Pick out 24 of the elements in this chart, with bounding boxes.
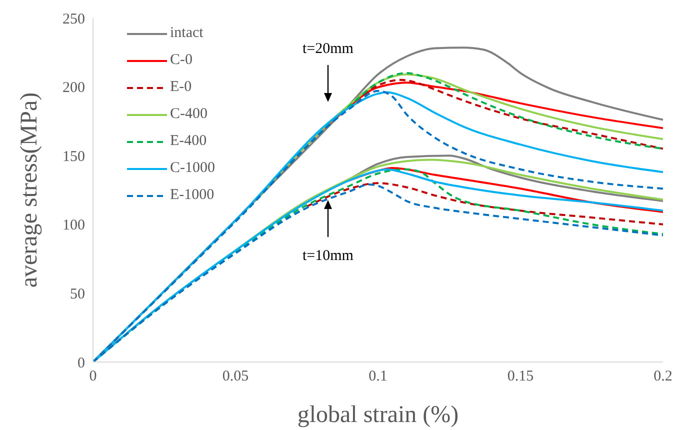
y-axis-title: average stress(MPa) <box>16 92 43 288</box>
x-tick-label: 0.2 <box>654 368 672 385</box>
y-tick-label: 50 <box>70 286 85 303</box>
legend-label: intact <box>170 25 204 42</box>
line-series <box>306 182 663 226</box>
y-tick-label: 0 <box>78 355 85 372</box>
legend-label: E-0 <box>170 79 192 96</box>
x-axis-title: global strain (%) <box>297 402 459 428</box>
y-tick-label: 250 <box>62 11 85 28</box>
x-tick-label: 0 <box>89 368 97 385</box>
annotation: t=20mm <box>302 41 354 57</box>
y-tick-label: 200 <box>62 80 85 96</box>
y-tick-label: 150 <box>62 148 85 165</box>
x-tick-label: 0.05 <box>222 368 249 385</box>
line-series <box>348 166 663 214</box>
x-tick-label: 0.15 <box>507 368 534 385</box>
legend-label: C-1000 <box>170 160 215 177</box>
legend-label: C-0 <box>170 52 192 69</box>
x-tick-label: 0.1 <box>368 368 388 385</box>
legend-label: E-1000 <box>170 187 214 204</box>
legend-label: E-400 <box>170 133 207 150</box>
legend-label: C-400 <box>170 106 208 123</box>
y-tick-label: 100 <box>62 218 85 234</box>
annotation: t=10mm <box>302 248 354 264</box>
